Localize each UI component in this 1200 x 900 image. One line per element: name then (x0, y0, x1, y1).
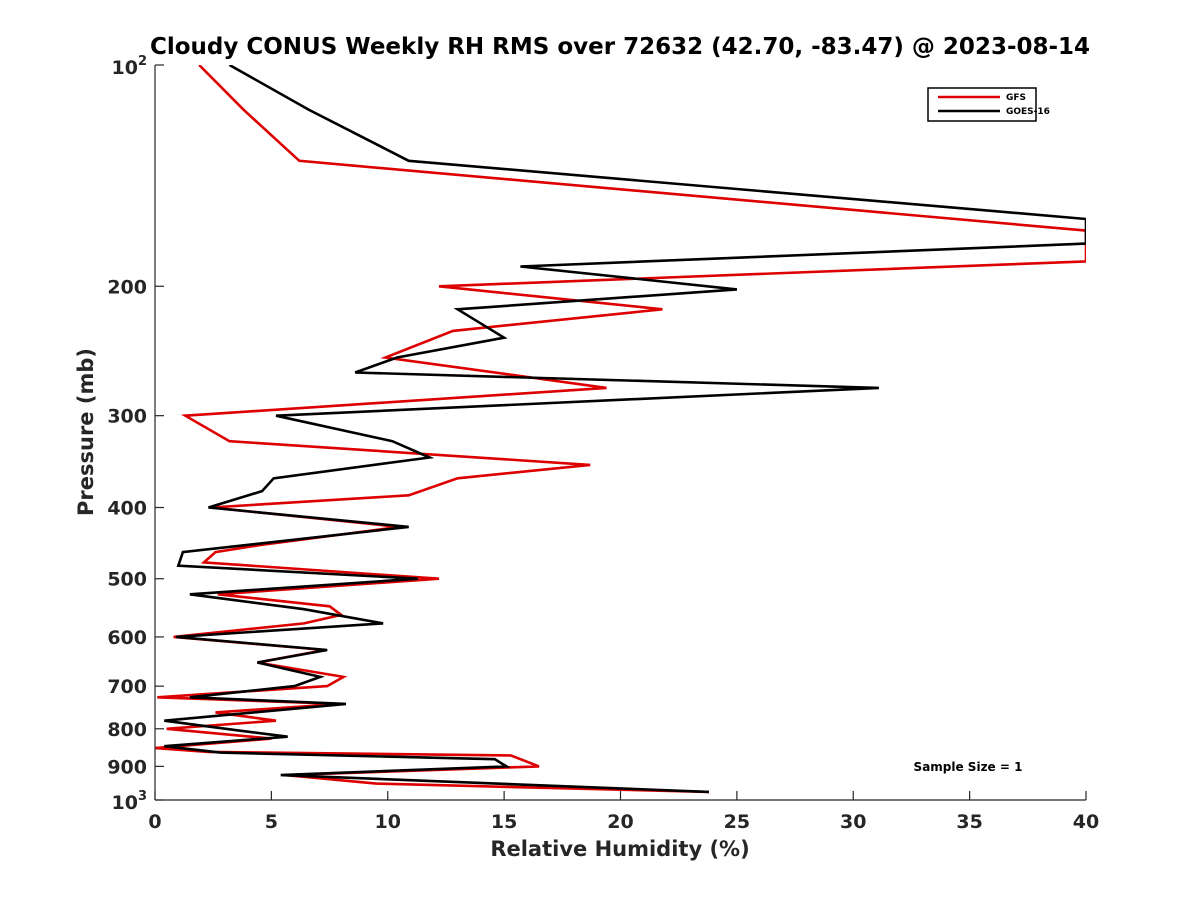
x-tick-label: 0 (148, 811, 161, 833)
y-tick-label: 300 (107, 406, 147, 428)
x-tick-label: 30 (840, 811, 866, 833)
y-axis-label: Pressure (mb) (74, 348, 98, 516)
y-tick-label: 500 (107, 569, 147, 591)
x-tick-label: 20 (607, 811, 633, 833)
x-tick-label: 5 (265, 811, 278, 833)
series-layer (155, 65, 1086, 794)
legend-label: GFS (1006, 93, 1026, 103)
y-tick-label: 102 (112, 54, 148, 79)
x-tick-label: 10 (375, 811, 401, 833)
legend-label: GOES-16 (1006, 107, 1050, 117)
y-tick-label: 103 (112, 789, 148, 814)
x-tick-label: 25 (724, 811, 750, 833)
y-tick-label: 800 (107, 719, 147, 741)
x-axis-label: Relative Humidity (%) (490, 837, 749, 861)
sample-size-annotation: Sample Size = 1 (914, 760, 1023, 774)
y-tick-label: 600 (107, 627, 147, 649)
series-line-goes-16 (164, 65, 1086, 794)
axes-layer: 0 5 10 15 20 25 30 35 40 102 200 300 400 500 600 700 800… (107, 54, 1099, 833)
x-tick-label: 35 (956, 811, 982, 833)
y-tick-label: 200 (107, 276, 147, 298)
x-tick-label: 40 (1073, 811, 1099, 833)
y-tick-label: 900 (107, 756, 147, 778)
y-tick-label: 400 (107, 498, 147, 520)
x-tick-label: 15 (491, 811, 517, 833)
y-tick-label: 700 (107, 676, 147, 698)
legend-box (927, 87, 1037, 122)
legend: GFS GOES-16 (927, 87, 1050, 122)
chart-title: Cloudy CONUS Weekly RH RMS over 72632 (4… (150, 34, 1090, 60)
